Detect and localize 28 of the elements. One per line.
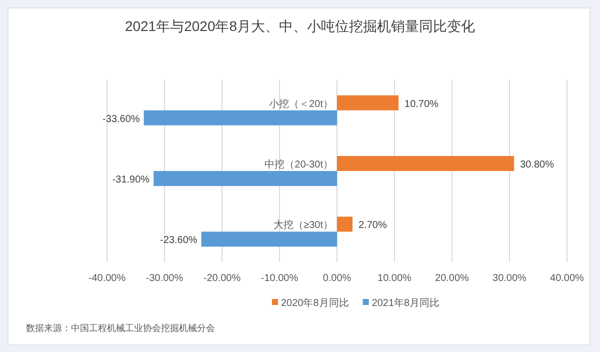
bar [144, 110, 337, 126]
x-tick-label: -20.00% [203, 273, 241, 284]
source-note: 数据来源：中国工程机械工业协会挖掘机械分会 [26, 323, 215, 333]
x-tick-label: 30.00% [492, 273, 527, 284]
x-tick-label: 40.00% [550, 273, 584, 284]
x-tick-label: -30.00% [146, 273, 184, 284]
bar [154, 171, 337, 186]
y-tick-label: 中挖（20-30t） [264, 158, 333, 170]
x-tick-label: 0.00% [322, 273, 352, 284]
bar [337, 95, 399, 110]
x-tick-label: -40.00% [88, 273, 126, 284]
x-tick-label: 20.00% [435, 273, 470, 284]
legend-label: 2021年8月同比 [372, 297, 440, 309]
bar [201, 232, 337, 247]
chart-title: 2021年与2020年8月大、中、小吨位挖掘机销量同比变化 [124, 18, 476, 34]
y-tick-label: 大挖（≥30t） [274, 219, 333, 232]
data-label: 10.70% [404, 98, 439, 110]
y-tick-label: 小挖（＜20t） [269, 98, 333, 110]
bar [337, 156, 514, 171]
data-label: 30.80% [520, 160, 554, 170]
data-label: -31.90% [112, 174, 150, 186]
data-label: 2.70% [358, 220, 387, 232]
x-tick-label: -10.00% [260, 273, 298, 284]
legend-label: 2020年8月同比 [281, 297, 349, 309]
x-tick-label: 10.00% [378, 273, 412, 284]
data-label: -33.60% [102, 114, 140, 125]
data-label: -23.60% [160, 235, 198, 246]
bar [337, 216, 353, 232]
